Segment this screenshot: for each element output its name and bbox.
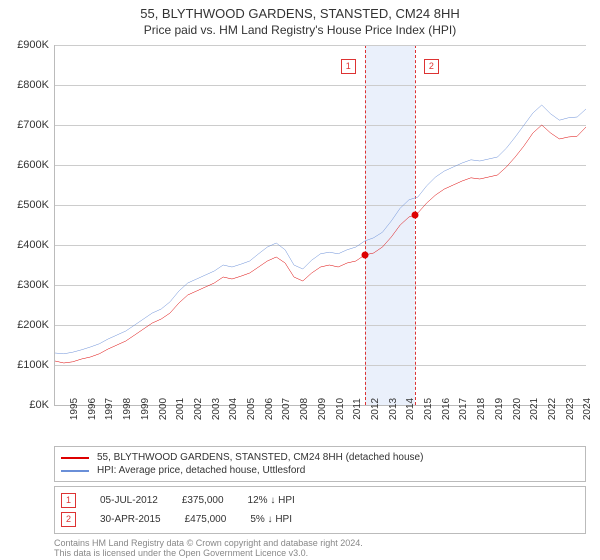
legend-swatch <box>61 470 89 472</box>
legend-label: 55, BLYTHWOOD GARDENS, STANSTED, CM24 8H… <box>97 452 423 463</box>
sale-price: £475,000 <box>185 514 227 525</box>
sale-marker-icon: 1 <box>61 493 76 508</box>
credit-line: Contains HM Land Registry data © Crown c… <box>54 538 586 548</box>
sales-table: 1 05-JUL-2012 £375,000 12% ↓ HPI 2 30-AP… <box>54 486 586 534</box>
legend-item: 55, BLYTHWOOD GARDENS, STANSTED, CM24 8H… <box>61 451 579 464</box>
sale-date: 30-APR-2015 <box>100 514 161 525</box>
sale-diff: 5% ↓ HPI <box>250 514 292 525</box>
sale-marker-icon: 2 <box>61 512 76 527</box>
chart-title: 55, BLYTHWOOD GARDENS, STANSTED, CM24 8H… <box>0 6 600 21</box>
sale-date: 05-JUL-2012 <box>100 495 158 506</box>
credit-text: Contains HM Land Registry data © Crown c… <box>54 538 586 558</box>
sale-diff: 12% ↓ HPI <box>248 495 295 506</box>
chart-subtitle: Price paid vs. HM Land Registry's House … <box>0 23 600 37</box>
sale-price: £375,000 <box>182 495 224 506</box>
credit-line: This data is licensed under the Open Gov… <box>54 548 586 558</box>
legend-label: HPI: Average price, detached house, Uttl… <box>97 465 305 476</box>
legend-swatch <box>61 457 89 459</box>
table-row: 1 05-JUL-2012 £375,000 12% ↓ HPI <box>61 491 579 510</box>
line-chart: 12£0K£100K£200K£300K£400K£500K£600K£700K… <box>54 45 586 406</box>
legend-item: HPI: Average price, detached house, Uttl… <box>61 464 579 477</box>
table-row: 2 30-APR-2015 £475,000 5% ↓ HPI <box>61 510 579 529</box>
legend: 55, BLYTHWOOD GARDENS, STANSTED, CM24 8H… <box>54 446 586 482</box>
